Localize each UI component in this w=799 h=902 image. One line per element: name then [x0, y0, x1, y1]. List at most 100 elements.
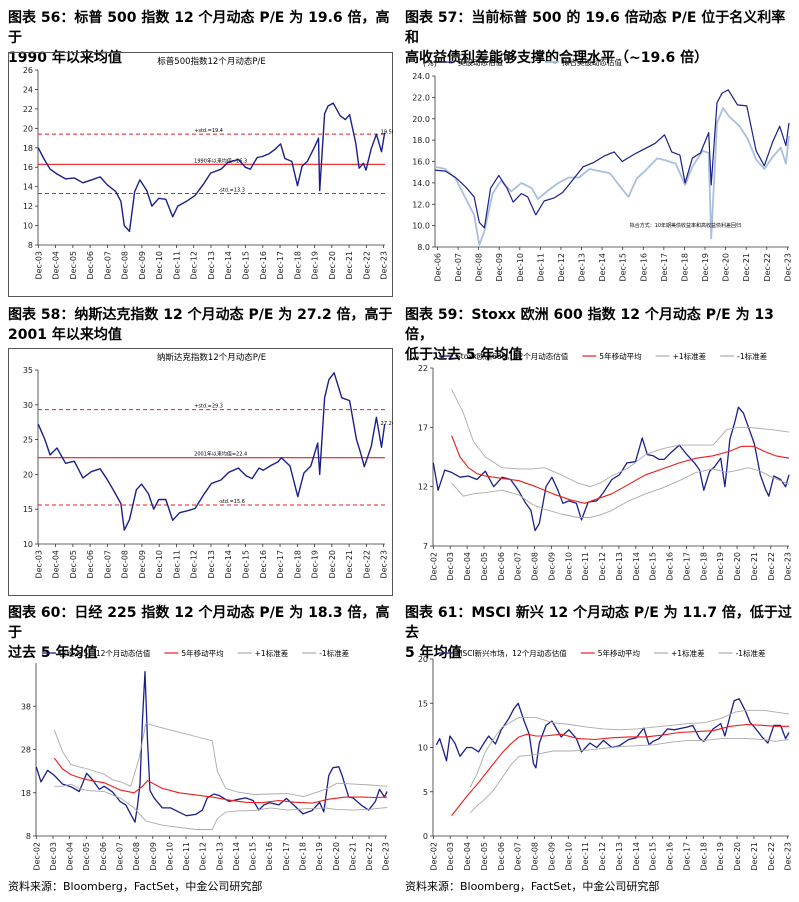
c57-xtick-label: Dec-06: [433, 253, 442, 282]
c58-xtick-label: Dec-12: [190, 550, 199, 579]
c56-hline-label: +std.=19.4: [194, 128, 223, 134]
c57-xtick-label: Dec-12: [557, 253, 566, 282]
c61-xtick-label: Dec-06: [497, 842, 506, 871]
source-note-left: 资料来源：Bloomberg，FactSet，中金公司研究部: [8, 880, 263, 893]
chart-61-plot: 0 5 10 15 20 Dec-02 Dec-03 Dec-04 Dec-05 Dec-06 De…: [418, 648, 793, 871]
c56-xtick-label: Dec-09: [138, 251, 147, 280]
chart-59-plot: 7 12 17 22 Dec-02 Dec-03 Dec-04 Dec-05 Dec-06 Dec…: [418, 351, 793, 581]
c57-xtick-label: Dec-09: [495, 253, 504, 282]
c58-xtick-label: Dec-09: [138, 550, 147, 579]
c57-xtick-label: Dec-11: [536, 253, 545, 282]
c58-xtick-label: Dec-04: [52, 550, 61, 579]
c57-ytick-label: 14.0: [412, 179, 430, 188]
c56-xtick-label: Dec-13: [207, 251, 216, 280]
c59-ytick-label: 17: [418, 423, 428, 432]
c58-xtick-label: Dec-13: [207, 550, 216, 579]
chart-61-title-line2: 5 年均值: [405, 645, 462, 661]
c60-xtick-label: Dec-20: [332, 842, 341, 871]
c58-chart-title: 纳斯达克指数12个月动态P/E: [157, 352, 266, 363]
c56-ytick-label: 12: [23, 202, 33, 211]
c59-legend-label: Stoxx欧洲600，12个月动态估值: [456, 351, 569, 361]
c57-legend-label: 拟合美股动态估值: [562, 57, 622, 67]
c60-xtick-label: Dec-09: [149, 842, 158, 871]
c61-xtick-label: Dec-13: [615, 842, 624, 871]
c57-xtick-label: Dec-14: [598, 253, 607, 282]
c60-xtick-label: Dec-04: [66, 842, 75, 871]
c60-xtick-label: Dec-08: [132, 842, 141, 871]
c59-xtick-label: Dec-06: [497, 552, 506, 581]
c60-xtick-label: Dec-19: [315, 842, 324, 871]
c61-xtick-label: Dec-08: [531, 842, 540, 871]
c58-xtick-label: Dec-19: [311, 550, 320, 579]
c56-frame: [8, 52, 393, 297]
c57-ytick-label: 10.0: [412, 222, 430, 231]
c60-ytick-label: 38: [21, 702, 31, 711]
c59-ytick-label: 22: [418, 364, 428, 373]
c56-xtick-label: Dec-04: [52, 251, 61, 280]
c58-ytick-label: 30: [23, 401, 33, 410]
chart-57-title-line2: 高收益债利差能够支撑的合理水平（~19.6 倍）: [405, 50, 709, 66]
c60-xtick-label: Dec-18: [298, 842, 307, 871]
c60-xtick-label: Dec-22: [365, 842, 374, 871]
c59-series-1: [451, 435, 790, 504]
c57-annotation: 拟合方式：10年期美债收益率和高收益债利差回归: [630, 222, 741, 229]
c56-ytick-label: 24: [23, 85, 33, 94]
c61-xtick-label: Dec-12: [598, 842, 607, 871]
c60-xtick-label: Dec-21: [348, 842, 357, 871]
c56-ytick-label: 26: [23, 66, 33, 75]
c60-series-0: [35, 671, 388, 823]
c60-xtick-label: Dec-05: [82, 842, 91, 871]
c60-xtick-label: Dec-10: [165, 842, 174, 871]
c58-xtick-label: Dec-08: [121, 550, 130, 579]
chart-57-plot: (%) 8.0 10.0 12.0 14.0 16.0 18.0 20.0 22.0 24.0 De…: [412, 57, 792, 282]
c61-xtick-label: Dec-09: [547, 842, 556, 871]
c59-xtick-label: Dec-21: [750, 552, 759, 581]
c58-xtick-label: Dec-11: [172, 550, 181, 579]
chart-56-title: 图表 56：标普 500 指数 12 个月动态 P/E 为 19.6 倍，高于 …: [8, 8, 393, 68]
chart-59-title-line1: 图表 59：Stoxx 欧洲 600 指数 12 个月动态 P/E 为 13 倍…: [405, 307, 774, 343]
c61-xtick-label: Dec-02: [429, 842, 438, 871]
c60-legend-label: 日经225，12个月动态估值: [59, 648, 151, 658]
c57-xtick-label: Dec-08: [475, 253, 484, 282]
c58-xtick-label: Dec-21: [345, 550, 354, 579]
c57-xtick-label: Dec-21: [742, 253, 751, 282]
c59-xtick-label: Dec-15: [649, 552, 658, 581]
c60-ytick-label: 8: [26, 832, 31, 841]
c61-xtick-label: Dec-10: [564, 842, 573, 871]
c56-xtick-label: Dec-17: [276, 251, 285, 280]
c61-series-3: [469, 738, 790, 814]
c56-xtick-label: Dec-23: [380, 251, 389, 280]
c60-xtick-label: Dec-03: [49, 842, 58, 871]
c58-frame: [8, 348, 393, 596]
c58-xtick-label: Dec-20: [328, 550, 337, 579]
c58-xtick-label: Dec-07: [103, 550, 112, 579]
c59-xtick-label: Dec-12: [598, 552, 607, 581]
c58-xtick-label: Dec-15: [242, 550, 251, 579]
chart-60-title-line1: 图表 60：日经 225 指数 12 个月动态 P/E 为 18.3 倍，高于: [8, 605, 390, 641]
c59-xtick-label: Dec-10: [564, 552, 573, 581]
c58-xtick-label: Dec-16: [259, 550, 268, 579]
c61-legend-label: -1标准差: [736, 648, 766, 658]
c60-xtick-label: Dec-12: [199, 842, 208, 871]
c56-chart-title: 标普500指数12个月动态P/E: [157, 56, 265, 67]
chart-59-title: 图表 59：Stoxx 欧洲 600 指数 12 个月动态 P/E 为 13 倍…: [405, 305, 795, 365]
c60-xtick-label: Dec-07: [116, 842, 125, 871]
c57-ytick-label: 12.0: [412, 200, 430, 209]
c57-xtick-label: Dec-16: [639, 253, 648, 282]
c61-xtick-label: Dec-11: [581, 842, 590, 871]
c56-ytick-label: 8: [28, 241, 33, 250]
c57-ytick-label: 18.0: [412, 136, 430, 145]
c58-ytick-label: 15: [23, 505, 33, 514]
c56-end-label: 19.56: [381, 130, 393, 136]
c59-series-3: [451, 467, 790, 518]
c60-xtick-label: Dec-02: [32, 842, 41, 871]
c60-xtick-label: Dec-13: [215, 842, 224, 871]
c57-xtick-label: Dec-18: [680, 253, 689, 282]
c59-xtick-label: Dec-17: [682, 552, 691, 581]
c58-xtick-label: Dec-22: [362, 550, 371, 579]
c59-xtick-label: Dec-23: [784, 552, 793, 581]
c59-xtick-label: Dec-04: [463, 552, 472, 581]
c61-xtick-label: Dec-16: [666, 842, 675, 871]
c58-xtick-label: Dec-05: [69, 550, 78, 579]
c60-series-2: [53, 723, 388, 798]
